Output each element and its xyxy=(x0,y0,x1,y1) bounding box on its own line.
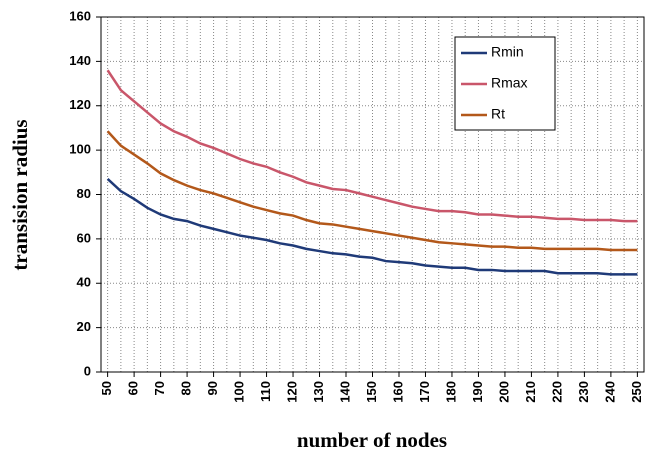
y-tick-label: 60 xyxy=(77,230,91,245)
y-tick-label: 40 xyxy=(77,275,91,290)
series-line xyxy=(106,178,638,276)
x-tick-label: 200 xyxy=(496,381,511,403)
plot-border xyxy=(100,16,645,373)
x-tick-label: 240 xyxy=(602,381,617,403)
legend-label: Rmax xyxy=(491,75,528,91)
y-tick-label: 120 xyxy=(69,97,91,112)
y-tick-label: 20 xyxy=(77,319,91,334)
x-tick-label: 250 xyxy=(629,381,644,403)
x-tick-label: 60 xyxy=(126,381,141,395)
x-tick-label: 180 xyxy=(443,381,458,403)
x-axis-title: number of nodes xyxy=(297,428,447,452)
x-tick-label: 230 xyxy=(576,381,591,403)
x-tick-label: 140 xyxy=(337,381,352,403)
y-tick-label: 160 xyxy=(69,8,91,23)
x-tick-label: 90 xyxy=(205,381,220,395)
x-tick-label: 80 xyxy=(179,381,194,395)
x-tick-label: 170 xyxy=(417,381,432,403)
x-tick-label: 70 xyxy=(152,381,167,395)
y-axis-title: transision radius xyxy=(8,119,32,270)
series-line xyxy=(106,69,638,223)
y-tick-label: 100 xyxy=(69,142,91,157)
x-tick-label: 110 xyxy=(258,381,273,402)
y-tick-label: 0 xyxy=(84,363,91,378)
x-tick-label: 100 xyxy=(231,381,246,403)
y-tick-label: 140 xyxy=(69,53,91,68)
legend-label: Rmin xyxy=(491,44,524,60)
x-tick-label: 160 xyxy=(390,381,405,403)
x-tick-label: 130 xyxy=(311,381,326,403)
legend-label: Rt xyxy=(491,106,505,122)
x-tick-label: 50 xyxy=(99,381,114,395)
series-line xyxy=(106,130,638,252)
x-tick-label: 150 xyxy=(364,381,379,403)
x-tick-label: 210 xyxy=(523,381,538,403)
x-tick-label: 190 xyxy=(470,381,485,403)
y-tick-label: 80 xyxy=(77,186,91,201)
x-tick-label: 120 xyxy=(284,381,299,403)
x-tick-label: 220 xyxy=(549,381,564,403)
